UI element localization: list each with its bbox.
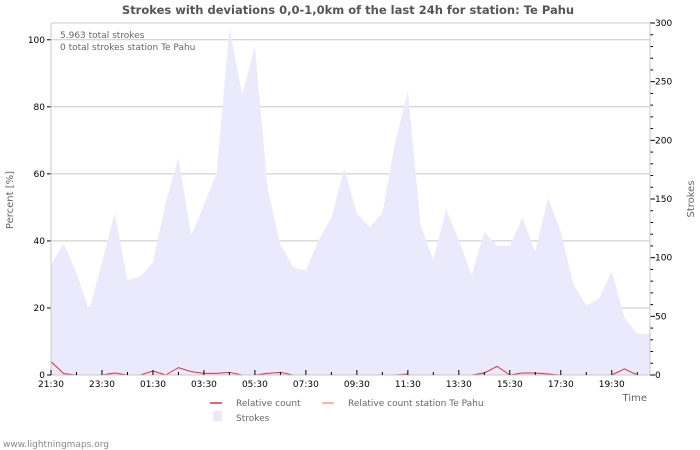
legend-label-relative-count: Relative count	[236, 399, 301, 409]
y-left-tick-label: 100	[28, 36, 45, 46]
x-tick-label: 03:30	[191, 380, 217, 390]
y-left-tick-label: 0	[39, 371, 45, 381]
y-left-tick-label: 60	[34, 170, 46, 180]
x-tick-label: 07:30	[293, 380, 319, 390]
relative-count-line	[50, 361, 638, 376]
x-axis-label: Time	[622, 393, 647, 404]
x-tick-label: 05:30	[242, 380, 268, 390]
legend-label-strokes: Strokes	[236, 414, 270, 424]
y-left-tick-label: 80	[34, 103, 46, 113]
y-right-tick-label: 300	[655, 19, 672, 29]
y-right-tick-label: 50	[655, 312, 667, 322]
x-tick-label: 09:30	[344, 380, 370, 390]
chart-title: Strokes with deviations 0,0-1,0km of the…	[122, 3, 574, 17]
y-right-tick-label: 150	[655, 195, 672, 205]
y-right-tick-label: 100	[655, 254, 672, 264]
x-tick-label: 13:30	[446, 380, 472, 390]
y-right-tick-label: 250	[655, 78, 672, 88]
x-tick-label: 23:30	[89, 380, 115, 390]
legend: Relative count Relative count station Te…	[210, 399, 484, 424]
axes: 0 20 40 60 80 100 0 50 100 150 200 250 300 21:30 23:30…	[28, 19, 673, 390]
y-right-tick-label: 0	[655, 371, 661, 381]
y-left-tick-label: 40	[34, 237, 46, 247]
y-left-tick-label: 20	[34, 304, 46, 314]
relative-count-series	[50, 361, 638, 376]
footer-site-link[interactable]: www.lightningmaps.org	[3, 440, 109, 450]
annotation-station-strokes: 0 total strokes station Te Pahu	[60, 43, 195, 53]
y-axis-right-label: Strokes	[686, 180, 697, 217]
x-tick-label: 11:30	[395, 380, 421, 390]
legend-swatch-strokes	[213, 411, 222, 421]
y-right-tick-label: 200	[655, 136, 672, 146]
x-tick-label: 17:30	[548, 380, 574, 390]
strokes-area-series	[51, 27, 650, 376]
x-tick-label: 21:30	[38, 380, 64, 390]
legend-label-relative-count-station: Relative count station Te Pahu	[348, 399, 484, 409]
x-tick-label: 15:30	[497, 380, 523, 390]
strokes-area	[51, 27, 650, 376]
x-tick-label: 19:30	[599, 380, 625, 390]
y-axis-left-label: Percent [%]	[5, 171, 16, 229]
x-tick-label: 01:30	[140, 380, 166, 390]
annotation-total-strokes: 5.963 total strokes	[60, 31, 145, 41]
